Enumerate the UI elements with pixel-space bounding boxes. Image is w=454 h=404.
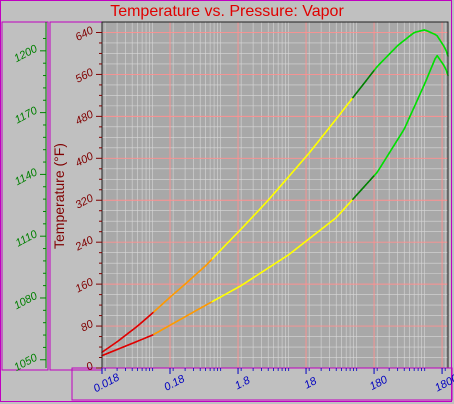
y2-tick-label: 1050: [12, 351, 40, 373]
grid-layer: [101, 22, 448, 369]
series-enthalpy-curve: [101, 54, 449, 357]
y2-tick-label: 1080: [12, 290, 40, 312]
series-enthalpy-segment: [410, 108, 415, 115]
x-tick-label: 18: [302, 375, 319, 392]
series-enthalpy-segment: [429, 63, 434, 71]
x-tick-label: 0.18: [162, 373, 187, 394]
series-enthalpy-segment: [432, 58, 436, 65]
series-temperature-curve: [101, 29, 449, 354]
chart-title: Temperature vs. Pressure: Vapor: [110, 3, 344, 20]
series-enthalpy-segment: [408, 112, 413, 120]
series-enthalpy-segment: [419, 88, 423, 96]
series-enthalpy-segment: [416, 93, 421, 101]
y2-tick-label: 1110: [14, 228, 41, 250]
y-tick-label: 560: [74, 66, 97, 86]
x-tick-label: 180: [368, 373, 391, 393]
x-tick-label: 1800: [433, 372, 454, 394]
series-enthalpy-segment: [427, 68, 432, 76]
series-enthalpy-segment: [403, 122, 408, 129]
y-tick-label: 0: [84, 360, 96, 374]
series-enthalpy-segment: [412, 103, 417, 110]
pressure-axis-panel: [71, 367, 453, 401]
series-enthalpy-segment: [406, 117, 410, 124]
y-tick-label: 160: [74, 276, 97, 296]
y2-tick-label: 1200: [12, 42, 40, 64]
y-tick-label: 640: [74, 24, 97, 44]
y-tick-label: 80: [79, 318, 96, 335]
y-tick-label: 240: [73, 234, 97, 254]
axes-layer: 0 80 160 240 320 400 480 560 640 1050 1080 1110 1140…: [12, 24, 454, 395]
curve-layer: [101, 29, 449, 357]
series-enthalpy-segment: [414, 98, 419, 105]
series-enthalpy-segment: [425, 73, 430, 81]
y-tick-label: 480: [74, 108, 97, 128]
series-enthalpy-segment: [423, 78, 428, 86]
y2-tick-label: 1140: [13, 166, 40, 188]
enthalpy-axis-panel: [1, 21, 49, 371]
series-enthalpy-segment: [421, 84, 426, 91]
x-tick-label: 1.8: [233, 374, 253, 392]
y-tick-label: 400: [74, 150, 97, 170]
x-tick-label: 0.018: [92, 371, 123, 395]
y-tick-label: 320: [74, 192, 97, 212]
plot-area: [102, 22, 448, 368]
y2-tick-label: 1170: [13, 104, 40, 126]
y-axis-label: Temperature (°F): [51, 143, 67, 249]
